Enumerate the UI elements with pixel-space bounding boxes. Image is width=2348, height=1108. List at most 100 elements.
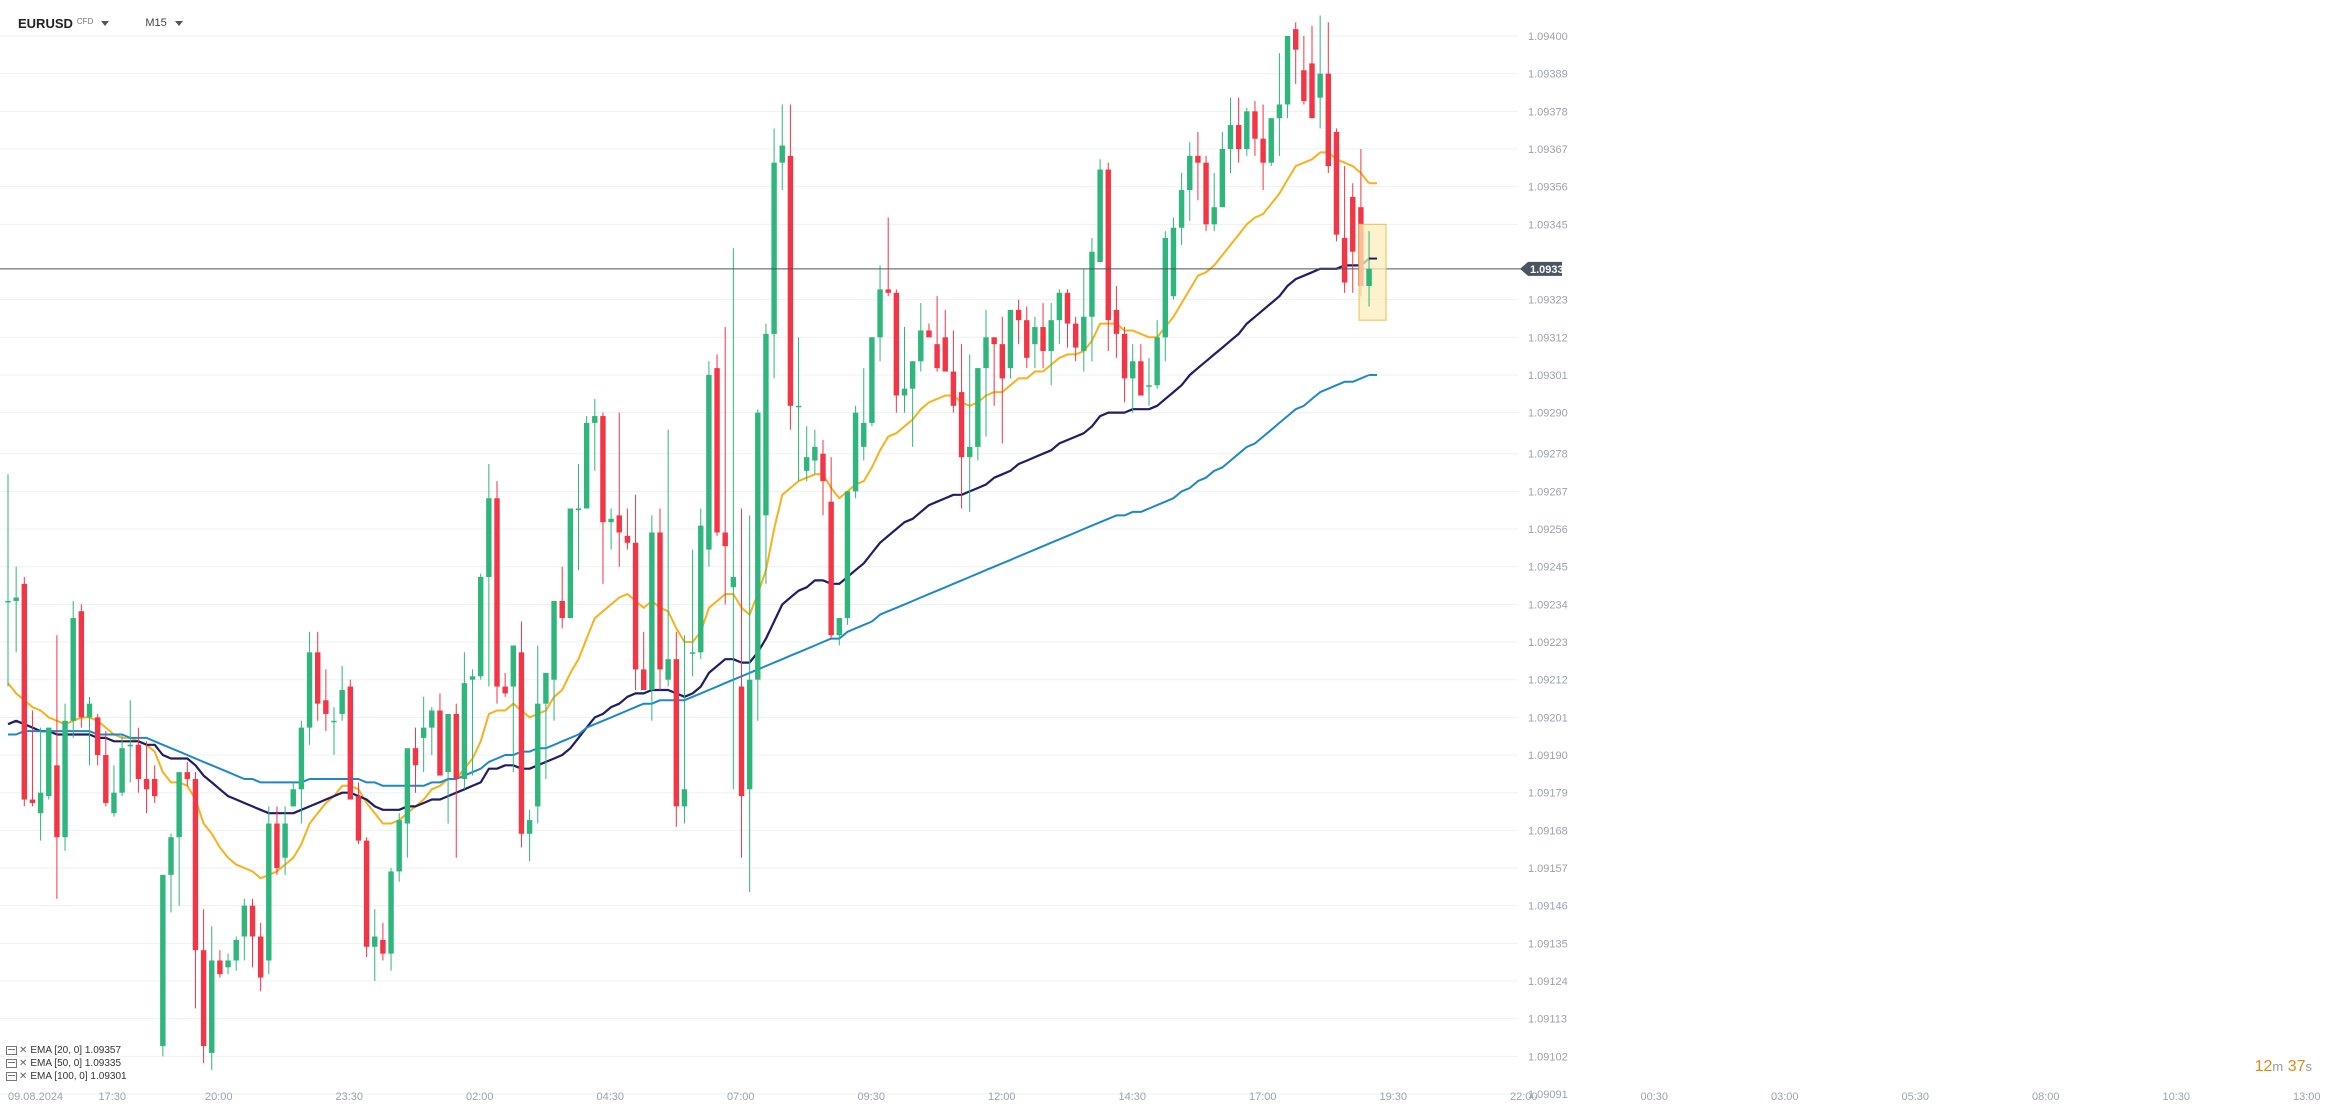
candle[interactable] <box>991 337 997 406</box>
candle[interactable] <box>1211 172 1217 232</box>
candle[interactable] <box>404 748 411 858</box>
candle[interactable] <box>901 327 908 413</box>
candle[interactable] <box>347 679 353 800</box>
candle[interactable] <box>396 813 402 882</box>
candle[interactable] <box>730 248 737 790</box>
remove-indicator-icon[interactable]: ✕ <box>19 1058 28 1069</box>
candle[interactable] <box>999 316 1005 444</box>
candle[interactable] <box>1121 327 1128 403</box>
symbol-dropdown-icon[interactable] <box>101 20 110 26</box>
candle[interactable] <box>355 782 362 845</box>
candle[interactable] <box>282 806 288 875</box>
candle[interactable] <box>714 354 720 536</box>
candle[interactable] <box>13 566 19 653</box>
candle[interactable] <box>755 409 761 721</box>
candle[interactable] <box>934 296 940 372</box>
candle[interactable] <box>1235 97 1242 163</box>
candle[interactable] <box>1015 299 1022 345</box>
candle[interactable] <box>787 104 794 430</box>
candle[interactable] <box>1366 231 1372 307</box>
candle[interactable] <box>673 631 679 827</box>
candle[interactable] <box>298 720 305 824</box>
candle[interactable] <box>78 604 85 728</box>
candle[interactable] <box>168 833 174 913</box>
candle[interactable] <box>1260 104 1266 191</box>
candle[interactable] <box>1317 15 1323 129</box>
candle[interactable] <box>461 652 468 790</box>
candle[interactable] <box>274 806 280 875</box>
candle[interactable] <box>1350 183 1356 293</box>
candle[interactable] <box>176 772 182 906</box>
candle[interactable] <box>1268 118 1274 167</box>
candle[interactable] <box>217 950 223 978</box>
candle[interactable] <box>192 772 199 1009</box>
candle[interactable] <box>127 700 133 783</box>
candle[interactable] <box>746 515 753 892</box>
candle[interactable] <box>200 909 207 1064</box>
candle[interactable] <box>160 874 166 1057</box>
candle[interactable] <box>21 576 27 807</box>
candle[interactable] <box>1040 303 1046 369</box>
candle[interactable] <box>1284 36 1291 119</box>
candle[interactable] <box>510 645 516 773</box>
candle[interactable] <box>331 707 337 756</box>
candle[interactable] <box>575 463 582 571</box>
candle[interactable] <box>1097 159 1103 262</box>
candle[interactable] <box>249 898 256 968</box>
candle[interactable] <box>559 566 565 629</box>
candle[interactable] <box>209 926 215 1071</box>
candle[interactable] <box>950 330 957 413</box>
candle[interactable] <box>1072 316 1079 362</box>
candle[interactable] <box>812 429 818 475</box>
candle[interactable] <box>967 354 973 512</box>
candle[interactable] <box>453 703 459 858</box>
candle[interactable] <box>722 327 728 605</box>
candle[interactable] <box>869 337 875 427</box>
candle[interactable] <box>1219 131 1226 208</box>
candle[interactable] <box>437 693 443 776</box>
candle[interactable] <box>698 508 704 660</box>
candle[interactable] <box>339 666 345 721</box>
candle[interactable] <box>1178 172 1185 245</box>
symbol-label[interactable]: EURUSD <box>18 15 73 31</box>
candle[interactable] <box>771 128 777 379</box>
candle[interactable] <box>372 909 378 982</box>
candle[interactable] <box>526 809 533 862</box>
candle[interactable] <box>836 618 842 646</box>
candle[interactable] <box>795 337 802 482</box>
indicator-settings-icon[interactable] <box>6 1059 17 1068</box>
candle[interactable] <box>600 412 606 584</box>
candle[interactable] <box>290 782 296 807</box>
candle[interactable] <box>657 508 663 690</box>
candle[interactable] <box>926 323 932 338</box>
candle[interactable] <box>942 309 948 372</box>
candle[interactable] <box>1244 107 1250 156</box>
candle[interactable] <box>363 837 370 958</box>
candle[interactable] <box>152 765 158 803</box>
candle[interactable] <box>225 953 231 975</box>
candle[interactable] <box>494 481 500 704</box>
candle[interactable] <box>828 457 834 639</box>
candle[interactable] <box>1276 53 1283 156</box>
candle[interactable] <box>1081 268 1087 372</box>
candle[interactable] <box>665 429 671 687</box>
candle[interactable] <box>486 463 492 687</box>
candle[interactable] <box>429 707 435 756</box>
candle[interactable] <box>543 672 549 779</box>
candle[interactable] <box>5 474 11 687</box>
candle[interactable] <box>820 440 826 516</box>
candle[interactable] <box>1187 142 1193 221</box>
candle[interactable] <box>1048 303 1054 386</box>
candle[interactable] <box>445 713 451 824</box>
candle[interactable] <box>1252 101 1258 156</box>
candle[interactable] <box>909 361 916 447</box>
candle[interactable] <box>54 635 60 899</box>
candle[interactable] <box>706 361 712 567</box>
indicator-settings-icon[interactable] <box>6 1046 17 1055</box>
price-axis[interactable]: 1.09091 1.09102 1.09113 1.09124 1.09135 1.091… <box>1528 31 1568 1101</box>
candle[interactable] <box>624 508 631 550</box>
candle[interactable] <box>852 405 859 499</box>
timeframe-dropdown-icon[interactable] <box>174 20 183 26</box>
candle[interactable] <box>632 494 639 690</box>
candle[interactable] <box>958 344 965 509</box>
